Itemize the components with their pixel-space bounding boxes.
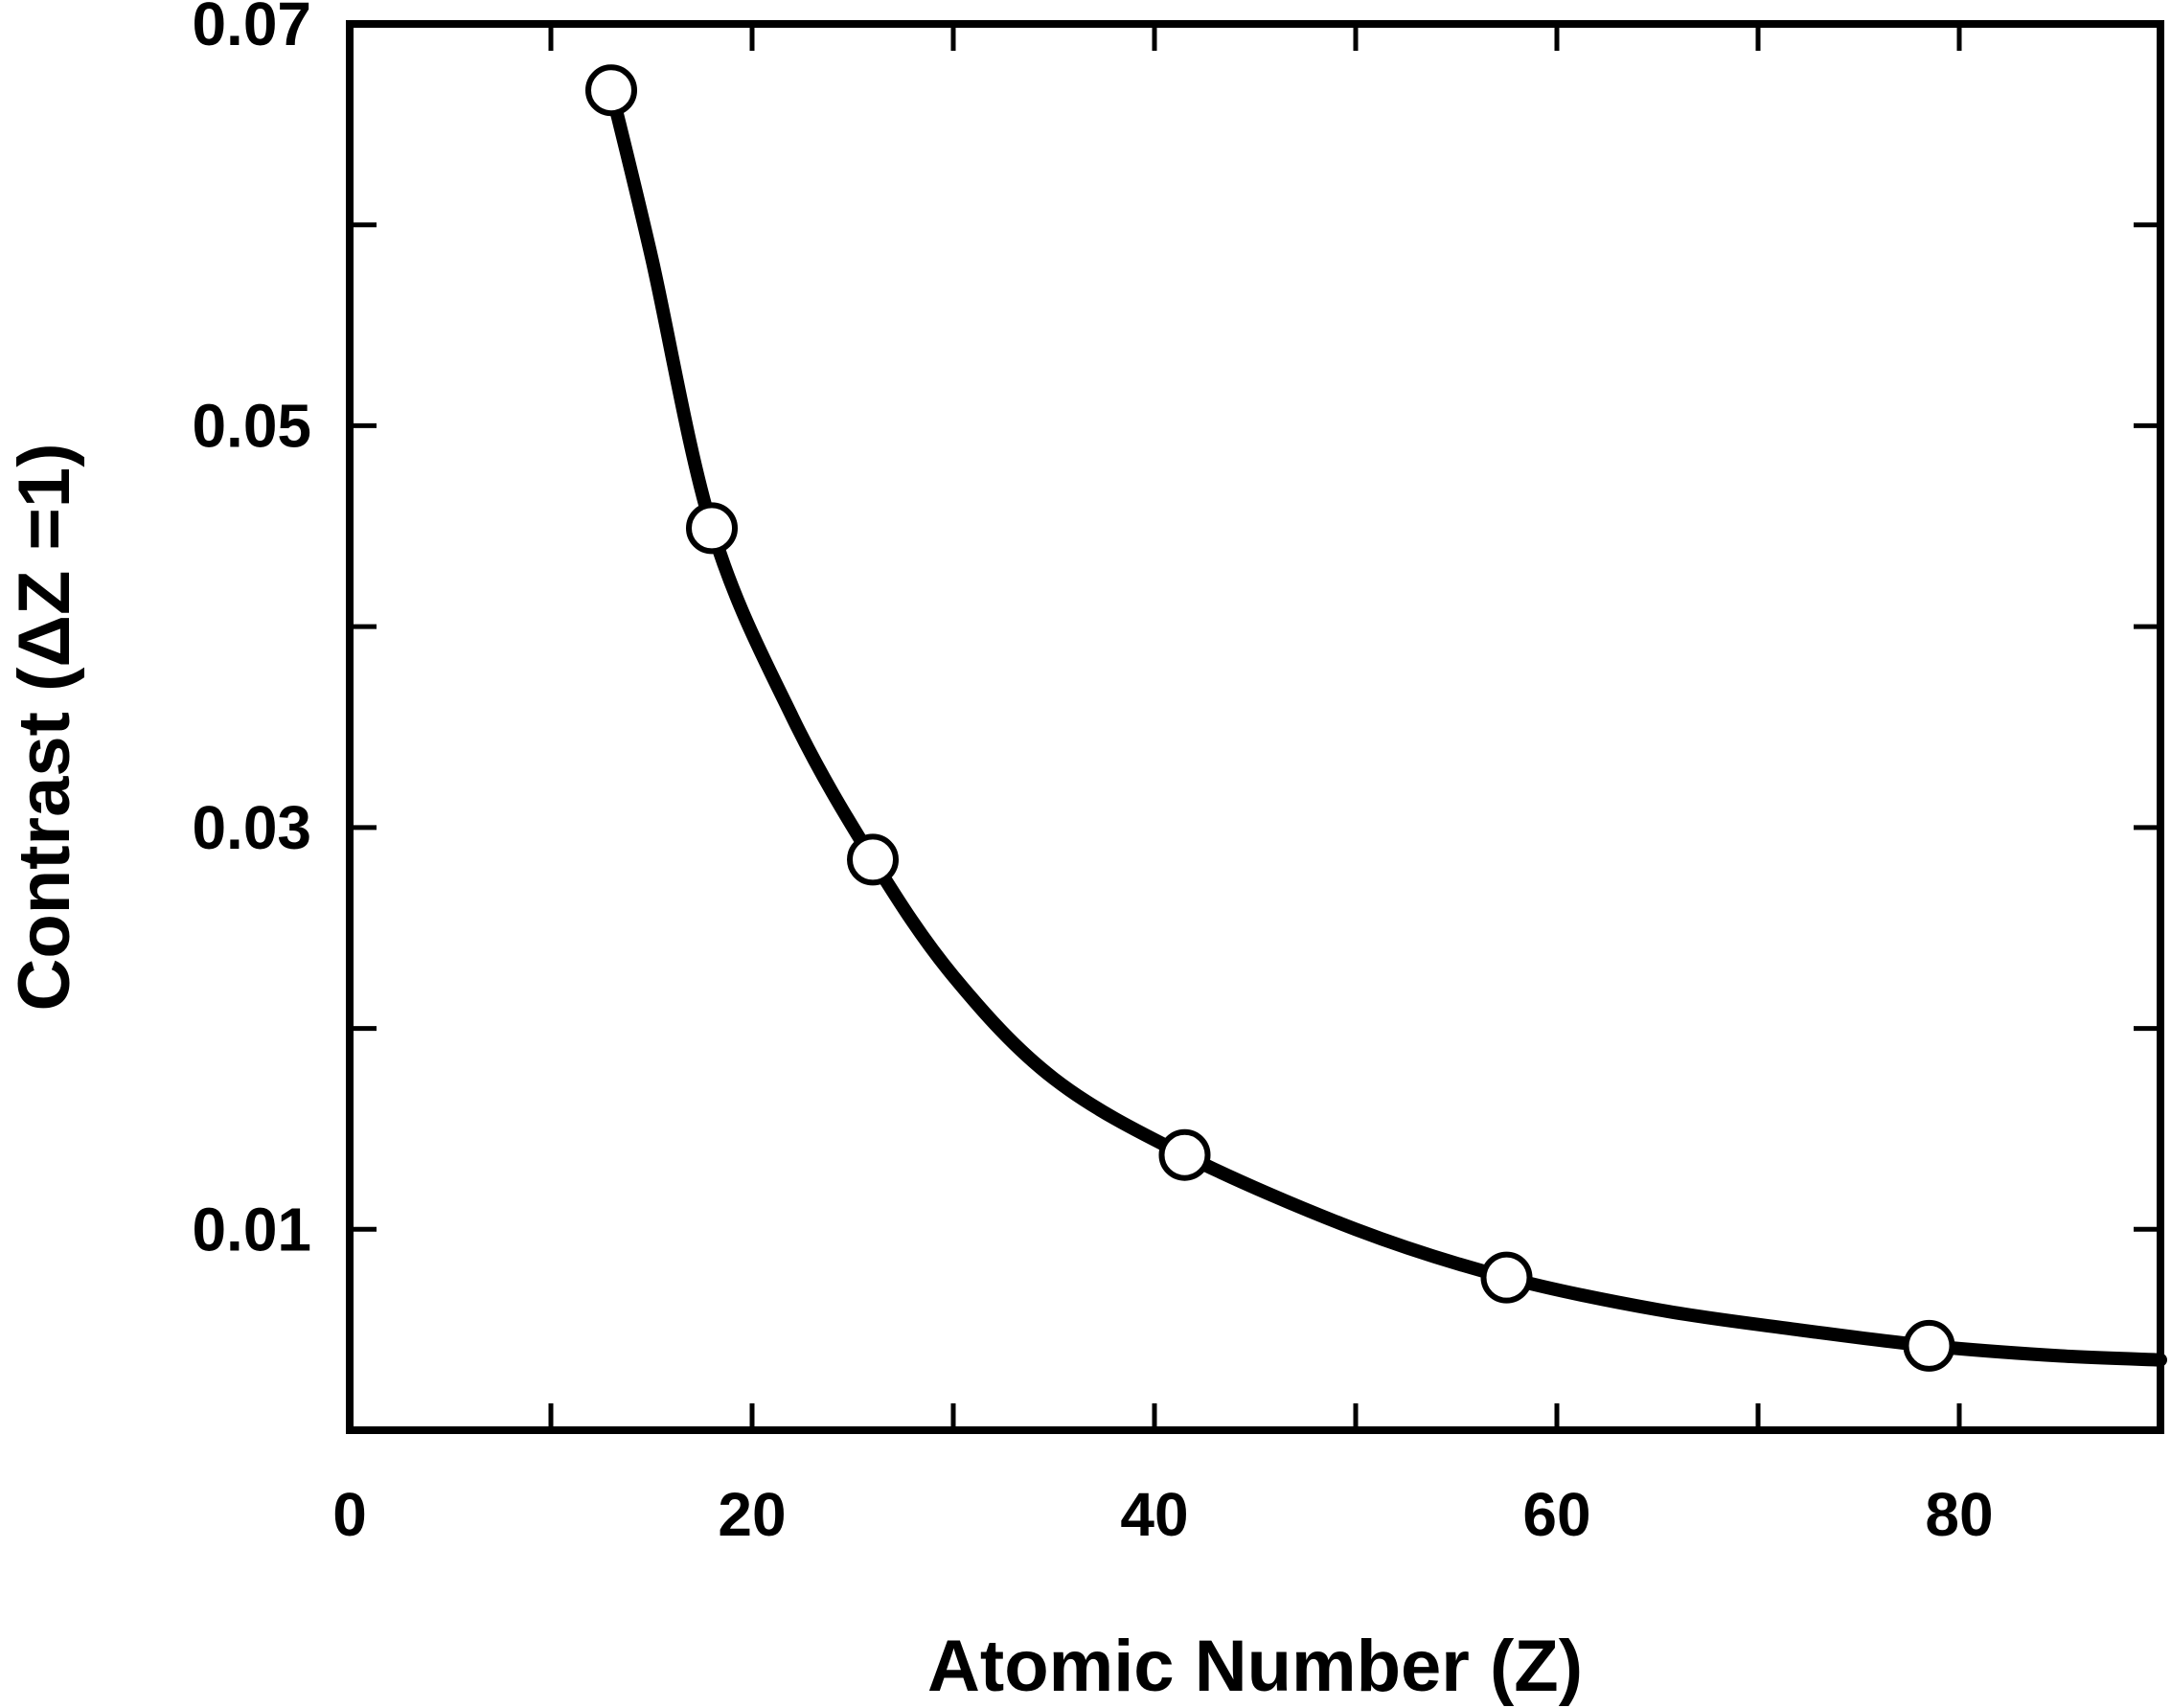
- data-point: [1158, 1128, 1211, 1181]
- x-tick-label: 20: [718, 1480, 786, 1549]
- y-tick-labels: 0.01 0.03 0.05 0.07: [192, 0, 311, 1264]
- y-tick-label: 0.01: [192, 1195, 311, 1264]
- y-tick-label: 0.03: [192, 793, 311, 862]
- data-points: [585, 64, 1955, 1372]
- fit-curve: [605, 83, 2167, 1367]
- x-tick-label: 40: [1120, 1480, 1188, 1549]
- x-tick-label: 0: [332, 1480, 367, 1549]
- data-point: [585, 64, 637, 117]
- data-point: [686, 502, 738, 555]
- y-tick-label: 0.07: [192, 0, 311, 58]
- y-tick-label: 0.05: [192, 391, 311, 460]
- data-point: [847, 833, 899, 886]
- y-axis-title: Contrast (ΔZ =1): [4, 443, 85, 1011]
- x-tick-label: 60: [1522, 1480, 1590, 1549]
- x-axis-title: Atomic Number (Z): [927, 1626, 1583, 1707]
- axis-ticks: [350, 24, 2160, 1430]
- x-tick-labels: 0 20 40 60 80: [332, 1480, 1993, 1549]
- x-tick-label: 80: [1925, 1480, 1993, 1549]
- plot-frame: [346, 20, 2164, 1434]
- data-point: [1480, 1251, 1533, 1304]
- data-point: [1903, 1319, 1955, 1372]
